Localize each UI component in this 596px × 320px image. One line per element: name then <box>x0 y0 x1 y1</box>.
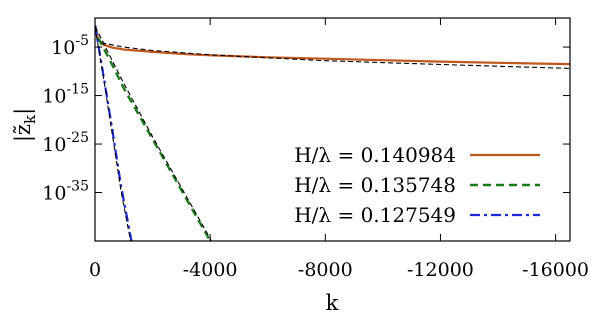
y-axis-label: |z̃k| <box>11 108 39 142</box>
x-tick-label: -12000 <box>407 259 474 281</box>
y-tick-label: 10-35 <box>42 179 89 205</box>
x-tick-label: -16000 <box>522 259 589 281</box>
legend-label: H/λ = 0.135748 <box>294 173 456 197</box>
x-axis-ticks: 0 -4000 -8000 -12000 -16000 <box>89 18 589 281</box>
series-line-3 <box>95 25 133 241</box>
x-axis-label: k <box>326 291 339 315</box>
y-tick-label: 10-25 <box>42 130 89 156</box>
legend-label: H/λ = 0.127549 <box>294 203 456 227</box>
legend-label: H/λ = 0.140984 <box>294 143 456 167</box>
plot-frame <box>94 17 571 242</box>
series-layer <box>95 25 570 241</box>
x-tick-label: 0 <box>89 259 101 281</box>
series-line-1 <box>95 25 570 66</box>
y-axis-ticks: 10-5 10-15 10-25 10-35 <box>42 33 570 205</box>
x-tick-label: -4000 <box>183 259 238 281</box>
series-line-2 <box>95 25 212 241</box>
legend: H/λ = 0.140984 H/λ = 0.135748 H/λ = 0.1275… <box>294 143 540 227</box>
series-line-4 <box>95 26 570 69</box>
x-tick-label: -8000 <box>298 259 353 281</box>
series-line-6 <box>95 26 132 241</box>
y-tick-label: 10-5 <box>51 33 89 59</box>
y-tick-label: 10-15 <box>42 82 89 108</box>
